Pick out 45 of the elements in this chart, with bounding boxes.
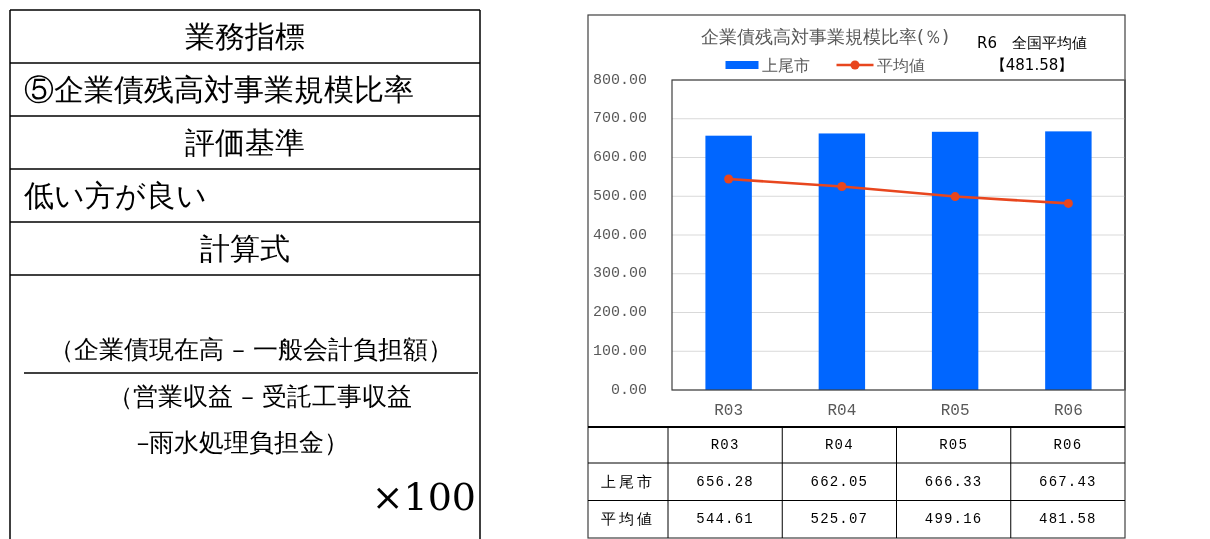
y-tick-label: 700.00 [592, 110, 647, 128]
point [724, 174, 734, 184]
text: 計算式 [200, 231, 290, 266]
x-tick-label: R06 [1053, 402, 1083, 420]
text: ⑤企業債残高対事業規模比率 [24, 72, 414, 107]
category-label: R03 [710, 437, 740, 453]
text: 平均値 [601, 510, 655, 529]
x-tick-label: R04 [827, 402, 857, 420]
category-label: R06 [1053, 437, 1083, 453]
y-tick-label: 100.00 [592, 342, 647, 360]
y-tick-label: 500.00 [592, 187, 647, 205]
data-label: 481.58 [1039, 511, 1097, 528]
data-label: 667.43 [1039, 473, 1097, 490]
y-tick-label: 400.00 [592, 226, 647, 244]
data-label: 666.33 [924, 473, 983, 490]
data-label: 662.05 [810, 473, 869, 490]
data-label: 499.16 [924, 511, 983, 528]
legend-label: 平均値 [876, 55, 925, 75]
text: （営業収益 – 受託工事収益 [108, 381, 412, 411]
y-tick-label: 200.00 [592, 304, 647, 321]
category-label: R04 [824, 437, 854, 453]
text: 【481.58】 [990, 56, 1074, 74]
legend-label: 上尾市 [761, 55, 810, 75]
chart-title: 企業債残高対事業規模比率(％) [700, 25, 950, 47]
y-tick-label: 0.00 [610, 381, 647, 399]
text: 業務指標 [185, 19, 305, 54]
y-tick-label: 600.00 [592, 149, 647, 166]
data-label: 544.61 [696, 511, 754, 528]
point [837, 182, 847, 192]
x-tick-label: R05 [940, 402, 970, 420]
text: （企業債現在高 – 一般会計負担額） [49, 334, 453, 364]
data-label: 656.28 [696, 473, 754, 490]
point [950, 192, 960, 202]
text: 上尾市 [601, 472, 655, 491]
x-tick-label: R03 [714, 402, 744, 420]
category-label: R05 [939, 437, 969, 453]
text: R6 全国平均値 [977, 34, 1087, 52]
text: 低い方が良い [24, 178, 207, 213]
point [1063, 198, 1073, 208]
text: 評価基準 [185, 125, 305, 160]
text: ×100 [371, 475, 476, 519]
text: –雨水処理負担金） [136, 427, 350, 457]
data-label: 525.07 [810, 511, 869, 528]
y-tick-label: 800.00 [592, 71, 647, 89]
y-tick-label: 300.00 [592, 265, 647, 283]
